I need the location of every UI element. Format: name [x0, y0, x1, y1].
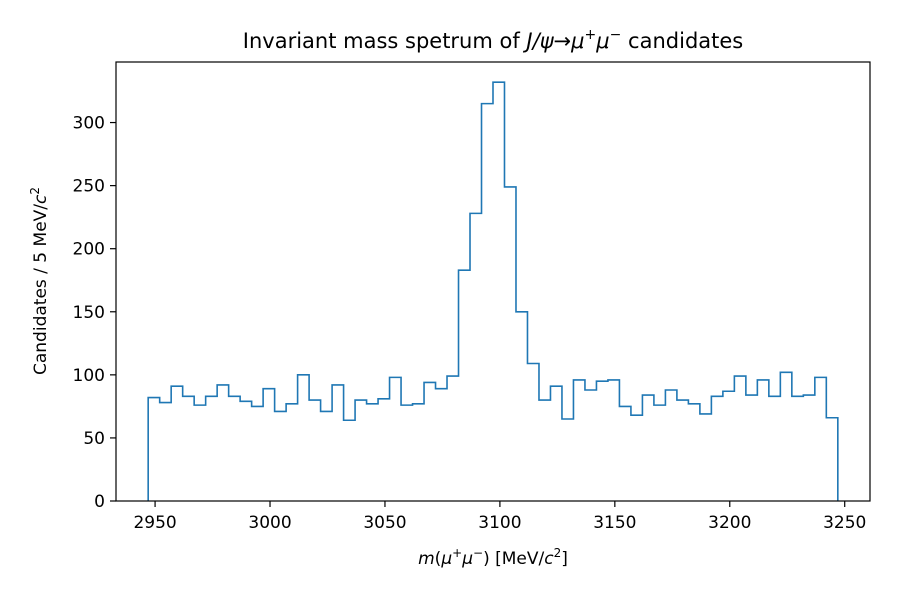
x-tick-label: 3050: [363, 513, 406, 533]
y-tick-label: 250: [73, 177, 105, 197]
y-tick-label: 100: [73, 366, 105, 386]
chart-title: Invariant mass spetrum of J/ψ→μ+μ− candi…: [243, 27, 743, 53]
y-tick-label: 50: [83, 429, 105, 449]
x-tick-label: 3100: [478, 513, 521, 533]
x-tick-label: 3000: [248, 513, 291, 533]
ticks-group: 2950 3000 3050 3100 3150 3200 3250 0 50 100 150 200…: [73, 114, 867, 533]
x-tick-label: 3150: [593, 513, 636, 533]
y-axis-label: Candidates / 5 MeV/c2: [28, 187, 51, 375]
x-tick-label: 2950: [133, 513, 176, 533]
x-tick-label: 3250: [823, 513, 866, 533]
x-tick-label: 3200: [708, 513, 751, 533]
x-axis-label: m(μ+μ−) [MeV/c2]: [418, 546, 568, 569]
y-tick-label: 300: [73, 114, 105, 134]
y-tick-label: 200: [73, 240, 105, 260]
axes-frame: [115, 61, 871, 502]
histogram-step-line: [147, 81, 839, 501]
y-tick-label: 0: [94, 492, 105, 512]
y-tick-label: 150: [73, 303, 105, 323]
